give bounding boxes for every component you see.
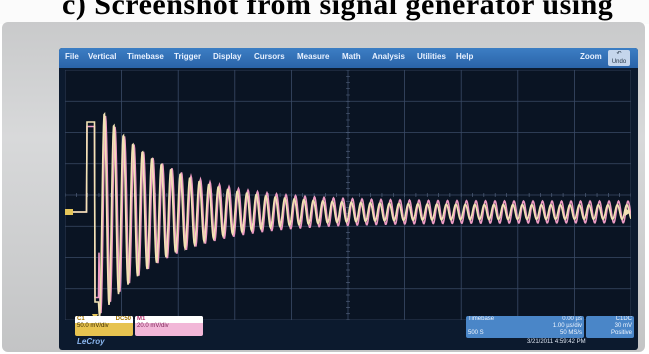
menu-math[interactable]: Math	[342, 52, 361, 61]
trigger-level: 30 mV	[614, 323, 632, 329]
zoom-button[interactable]: Zoom	[580, 52, 602, 61]
oscilloscope-screen: File Vertical Timebase Trigger Display C…	[59, 48, 638, 350]
c1-descriptor[interactable]: C1 DC50 50.0 mV/div	[75, 316, 133, 336]
brand-logo: LeCroy	[77, 337, 105, 346]
menu-help[interactable]: Help	[456, 52, 474, 61]
menu-trigger[interactable]: Trigger	[174, 52, 202, 61]
timebase-delay: 0.00 µs	[562, 316, 582, 322]
menu-display[interactable]: Display	[213, 52, 242, 61]
m1-label: M1	[135, 316, 203, 323]
menu-analysis[interactable]: Analysis	[372, 52, 405, 61]
trigger-channel: C1DC	[615, 316, 632, 322]
menu-utilities[interactable]: Utilities	[417, 52, 446, 61]
trigger-descriptor[interactable]: C1DC 30 mV Positive	[586, 316, 634, 338]
undo-label: Undo	[611, 59, 627, 65]
menu-timebase[interactable]: Timebase	[127, 52, 164, 61]
monitor-bezel: File Vertical Timebase Trigger Display C…	[2, 22, 645, 352]
figure-caption: c) Screenshot from signal generator usin…	[0, 0, 649, 24]
undo-button[interactable]: ↶ Undo	[608, 50, 630, 66]
m1-descriptor[interactable]: M1 20.0 mV/div	[135, 316, 203, 336]
waveform-grid[interactable]	[65, 70, 631, 320]
menu-bar: File Vertical Timebase Trigger Display C…	[59, 48, 638, 68]
menu-file[interactable]: File	[65, 52, 79, 61]
menu-vertical[interactable]: Vertical	[88, 52, 117, 61]
timebase-descriptor[interactable]: Timebase 0.00 µs 1.00 µs/div 500 S 50 MS/s	[466, 316, 584, 338]
timestamp: 3/21/2011 4:59:42 PM	[527, 339, 586, 345]
c1-coupling: DC50	[115, 316, 131, 322]
timebase-sample-rate: 50 MS/s	[559, 330, 582, 336]
undo-icon: ↶	[616, 51, 622, 57]
c1-label: C1	[77, 316, 85, 322]
trace-c1	[65, 112, 631, 318]
ground-marker-left	[65, 209, 73, 215]
caption-text: c) Screenshot from signal generator usin…	[62, 0, 614, 21]
m1-scale: 20.0 mV/div	[137, 323, 169, 329]
ground-marker-right	[625, 208, 631, 216]
menu-cursors[interactable]: Cursors	[254, 52, 285, 61]
menu-measure[interactable]: Measure	[297, 52, 330, 61]
trigger-slope: Positive	[610, 330, 632, 336]
waveform-display	[65, 70, 631, 320]
timebase-label: Timebase	[468, 316, 495, 322]
timebase-rate: 1.00 µs/div	[552, 323, 582, 329]
timebase-samples: 500 S	[468, 330, 484, 336]
c1-scale: 50.0 mV/div	[77, 323, 109, 329]
